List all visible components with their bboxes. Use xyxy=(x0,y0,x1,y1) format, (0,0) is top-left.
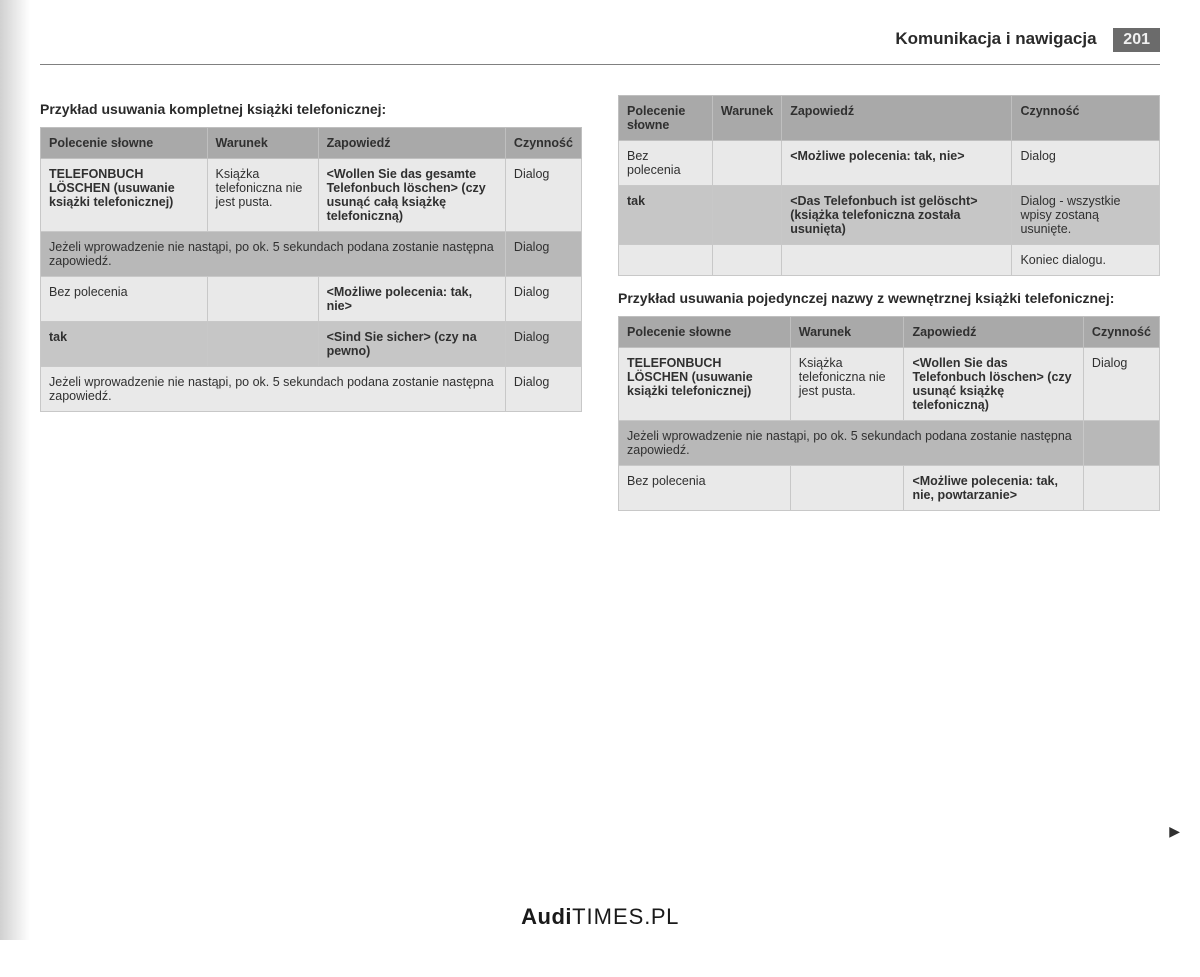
span-cell: Jeżeli wprowadzenie nie nastąpi, po ok. … xyxy=(619,421,1084,466)
cell: Dialog xyxy=(505,322,581,367)
cell: Bez polecenia xyxy=(619,141,713,186)
right-column: Polecenie słowne Warunek Zapowiedź Czynn… xyxy=(618,95,1160,525)
table-header-row: Polecenie słowne Warunek Zapowiedź Czynn… xyxy=(619,96,1160,141)
footer-brand-bold: Audi xyxy=(521,904,572,929)
scan-shadow xyxy=(0,0,30,940)
col-h3: Zapowiedź xyxy=(904,317,1083,348)
content-columns: Przykład usuwania kompletnej książki tel… xyxy=(40,95,1160,525)
span-cell: Jeżeli wprowadzenie nie nastąpi, po ok. … xyxy=(41,367,506,412)
table-row: Bez polecenia <Możliwe polecenia: tak, ni… xyxy=(619,466,1160,511)
table-header-row: Polecenie słowne Warunek Zapowiedź Czynn… xyxy=(619,317,1160,348)
cell: Dialog - wszystkie wpisy zostaną usunięt… xyxy=(1012,186,1160,245)
table-row: tak <Das Telefonbuch ist gelöscht> (książ… xyxy=(619,186,1160,245)
left-tbody: TELEFONBUCH LÖSCHEN (usuwanie książki te… xyxy=(41,159,582,412)
table-row: Koniec dialogu. xyxy=(619,245,1160,276)
continue-arrow-icon: ▶ xyxy=(1169,823,1180,840)
left-title: Przykład usuwania kompletnej książki tel… xyxy=(40,101,582,117)
col-h1: Polecenie słowne xyxy=(41,128,208,159)
cell: <Możliwe polecenia: tak, nie, powtarzani… xyxy=(904,466,1083,511)
table-row: Bez polecenia <Możliwe polecenia: tak, ni… xyxy=(619,141,1160,186)
table-row: TELEFONBUCH LÖSCHEN (usuwanie książki te… xyxy=(41,159,582,232)
cell xyxy=(619,245,713,276)
cell: tak xyxy=(619,186,713,245)
footer-watermark: AudiTIMES.PL xyxy=(0,904,1200,930)
cell: tak xyxy=(41,322,208,367)
cell xyxy=(712,141,781,186)
col-h1: Polecenie słowne xyxy=(619,317,791,348)
cell: Koniec dialogu. xyxy=(1012,245,1160,276)
col-h3: Zapowiedź xyxy=(782,96,1012,141)
table-row: Jeżeli wprowadzenie nie nastąpi, po ok. … xyxy=(41,232,582,277)
col-h2: Warunek xyxy=(790,317,904,348)
cell xyxy=(712,245,781,276)
cell xyxy=(207,322,318,367)
cell: Książka telefoniczna nie jest pusta. xyxy=(790,348,904,421)
right-bottom-tbody: TELEFONBUCH LÖSCHEN (usuwanie książki te… xyxy=(619,348,1160,511)
cell: TELEFONBUCH LÖSCHEN (usuwanie książki te… xyxy=(41,159,208,232)
table-row: Bez polecenia <Możliwe polecenia: tak, ni… xyxy=(41,277,582,322)
cell xyxy=(1083,466,1159,511)
cell: <Wollen Sie das Telefonbuch löschen> (cz… xyxy=(904,348,1083,421)
page-number: 201 xyxy=(1113,28,1160,52)
cell: Dialog xyxy=(1012,141,1160,186)
footer-brand-thin: TIMES xyxy=(572,904,644,929)
cell: Bez polecenia xyxy=(41,277,208,322)
cell: Dialog xyxy=(505,159,581,232)
col-h4: Czynność xyxy=(1012,96,1160,141)
span-cell: Jeżeli wprowadzenie nie nastąpi, po ok. … xyxy=(41,232,506,277)
section-title: Komunikacja i nawigacja xyxy=(895,29,1096,48)
table-row: tak <Sind Sie sicher> (czy na pewno)Dialo… xyxy=(41,322,582,367)
page: Komunikacja i nawigacja 201 Przykład usu… xyxy=(0,0,1200,940)
cell: <Wollen Sie das gesamte Telefonbuch lösc… xyxy=(318,159,505,232)
page-header: Komunikacja i nawigacja 201 xyxy=(40,20,1160,65)
cell: Dialog xyxy=(505,232,581,277)
col-h4: Czynność xyxy=(505,128,581,159)
right-bottom-title: Przykład usuwania pojedynczej nazwy z we… xyxy=(618,290,1160,306)
cell xyxy=(1083,421,1159,466)
cell: <Możliwe polecenia: tak, nie> xyxy=(318,277,505,322)
cell: Dialog xyxy=(505,367,581,412)
right-top-tbody: Bez polecenia <Możliwe polecenia: tak, ni… xyxy=(619,141,1160,276)
table-row: Jeżeli wprowadzenie nie nastąpi, po ok. … xyxy=(619,421,1160,466)
right-top-table: Polecenie słowne Warunek Zapowiedź Czynn… xyxy=(618,95,1160,276)
col-h2: Warunek xyxy=(712,96,781,141)
cell: <Das Telefonbuch ist gelöscht> (książka … xyxy=(782,186,1012,245)
cell: Dialog xyxy=(505,277,581,322)
col-h1: Polecenie słowne xyxy=(619,96,713,141)
col-h3: Zapowiedź xyxy=(318,128,505,159)
cell: TELEFONBUCH LÖSCHEN (usuwanie książki te… xyxy=(619,348,791,421)
table-row: Jeżeli wprowadzenie nie nastąpi, po ok. … xyxy=(41,367,582,412)
cell: Dialog xyxy=(1083,348,1159,421)
right-bottom-table: Polecenie słowne Warunek Zapowiedź Czynn… xyxy=(618,316,1160,511)
left-column: Przykład usuwania kompletnej książki tel… xyxy=(40,95,582,426)
table-row: TELEFONBUCH LÖSCHEN (usuwanie książki te… xyxy=(619,348,1160,421)
table-header-row: Polecenie słowne Warunek Zapowiedź Czynn… xyxy=(41,128,582,159)
cell: Bez polecenia xyxy=(619,466,791,511)
cell: Książka telefoniczna nie jest pusta. xyxy=(207,159,318,232)
cell: <Możliwe polecenia: tak, nie> xyxy=(782,141,1012,186)
left-table: Polecenie słowne Warunek Zapowiedź Czynn… xyxy=(40,127,582,412)
cell xyxy=(782,245,1012,276)
footer-suffix: .PL xyxy=(644,904,679,929)
col-h4: Czynność xyxy=(1083,317,1159,348)
cell xyxy=(207,277,318,322)
cell xyxy=(712,186,781,245)
cell xyxy=(790,466,904,511)
col-h2: Warunek xyxy=(207,128,318,159)
cell: <Sind Sie sicher> (czy na pewno) xyxy=(318,322,505,367)
